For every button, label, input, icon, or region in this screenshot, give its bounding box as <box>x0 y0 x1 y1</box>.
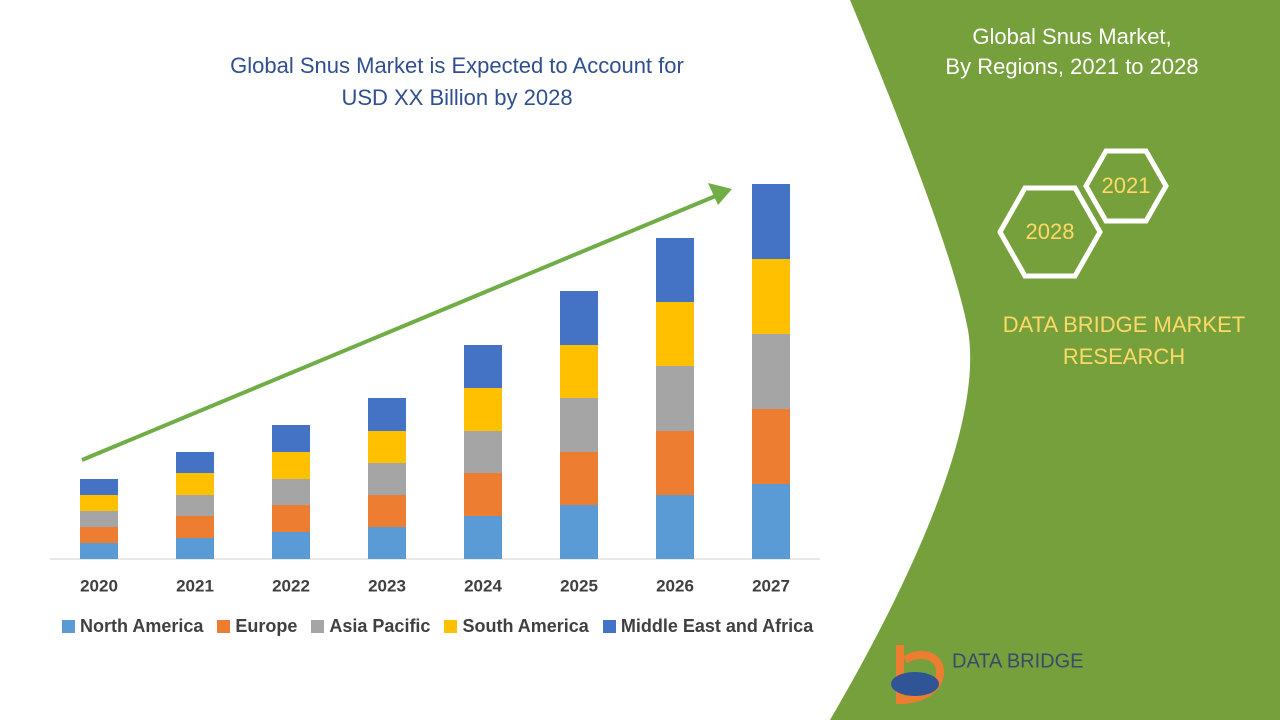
bar-segment <box>80 479 118 495</box>
bar-segment <box>176 473 214 495</box>
bar-segment <box>656 302 694 366</box>
bar-segment <box>272 452 310 479</box>
bar-segment <box>656 431 694 495</box>
legend-swatch <box>602 620 616 633</box>
side-panel-bg <box>830 0 1280 720</box>
bar-segment <box>464 431 502 473</box>
legend-swatch <box>62 620 75 633</box>
panel-title: Global Snus Market, <box>972 24 1171 49</box>
legend-swatch <box>217 620 231 633</box>
brand-text: DATA BRIDGE MARKET <box>1003 312 1245 337</box>
legend-label: Asia Pacific <box>329 616 431 636</box>
x-tick-label: 2020 <box>80 576 118 595</box>
bar-segment <box>656 238 694 302</box>
x-tick-label: 2026 <box>656 576 694 595</box>
bar-segment <box>560 505 598 559</box>
bar-segment <box>656 495 694 559</box>
bar-segment <box>368 495 406 527</box>
bar-segment <box>752 334 790 409</box>
brand-text: RESEARCH <box>1063 344 1185 369</box>
legend-swatch <box>311 620 325 633</box>
bar-segment <box>560 291 598 345</box>
x-tick-label: 2021 <box>176 576 214 595</box>
logo-mark <box>896 645 945 705</box>
logo-mark <box>891 672 939 696</box>
bar-segment <box>272 479 310 505</box>
bar-segment <box>80 511 118 527</box>
bar-segment <box>464 388 502 431</box>
bar-segment <box>176 516 214 538</box>
legend-label: South America <box>462 616 589 636</box>
legend-item: North America <box>62 616 203 637</box>
bar-segment <box>752 184 790 259</box>
bar-segment <box>368 463 406 495</box>
bar-segment <box>368 398 406 431</box>
hexagon <box>997 185 1103 279</box>
x-tick-label: 2025 <box>560 576 598 595</box>
x-tick-label: 2024 <box>464 576 502 595</box>
bar-segment <box>272 505 310 532</box>
panel-title: By Regions, 2021 to 2028 <box>945 54 1198 79</box>
bar-segment <box>368 527 406 559</box>
legend-item: Asia Pacific <box>311 616 430 637</box>
legend: North America Europe Asia Pacific South Ame… <box>62 616 813 637</box>
hexagon-label: 2028 <box>1026 219 1075 244</box>
bar-segment <box>272 532 310 559</box>
bar-segment <box>176 495 214 516</box>
bar-segment <box>176 452 214 473</box>
bar-segment <box>80 527 118 543</box>
legend-item: Middle East and Africa <box>602 616 814 637</box>
bar-segment <box>560 452 598 505</box>
bar-segment <box>80 495 118 511</box>
bar-segment <box>464 345 502 388</box>
logo-text: DATA BRIDGE <box>952 650 1084 672</box>
hexagon <box>1083 148 1169 224</box>
legend-item: Europe <box>217 616 297 637</box>
bar-segment <box>656 366 694 431</box>
chart-title: USD XX Billion by 2028 <box>341 85 572 110</box>
legend-item: South America <box>444 616 589 637</box>
legend-label: Middle East and Africa <box>620 616 814 636</box>
bar-segment <box>560 345 598 398</box>
legend-swatch <box>444 620 458 633</box>
x-tick-label: 2027 <box>752 576 790 595</box>
legend-label: Europe <box>235 616 298 636</box>
bar-segment <box>752 484 790 559</box>
bar-segment <box>176 538 214 559</box>
bar-segment <box>464 473 502 516</box>
bar-segment <box>752 259 790 334</box>
bar-segment <box>368 431 406 463</box>
x-tick-label: 2022 <box>272 576 310 595</box>
bar-segment <box>560 398 598 452</box>
legend-label: North America <box>80 616 204 636</box>
bar-segment <box>272 425 310 452</box>
chart-title: Global Snus Market is Expected to Accoun… <box>230 53 684 78</box>
x-tick-label: 2023 <box>368 576 406 595</box>
hexagon-label: 2021 <box>1102 173 1151 198</box>
bar-segment <box>80 543 118 559</box>
bar-segment <box>752 409 790 484</box>
trend-arrow-head <box>708 183 732 205</box>
bar-segment <box>464 516 502 559</box>
trend-arrow <box>81 193 719 462</box>
